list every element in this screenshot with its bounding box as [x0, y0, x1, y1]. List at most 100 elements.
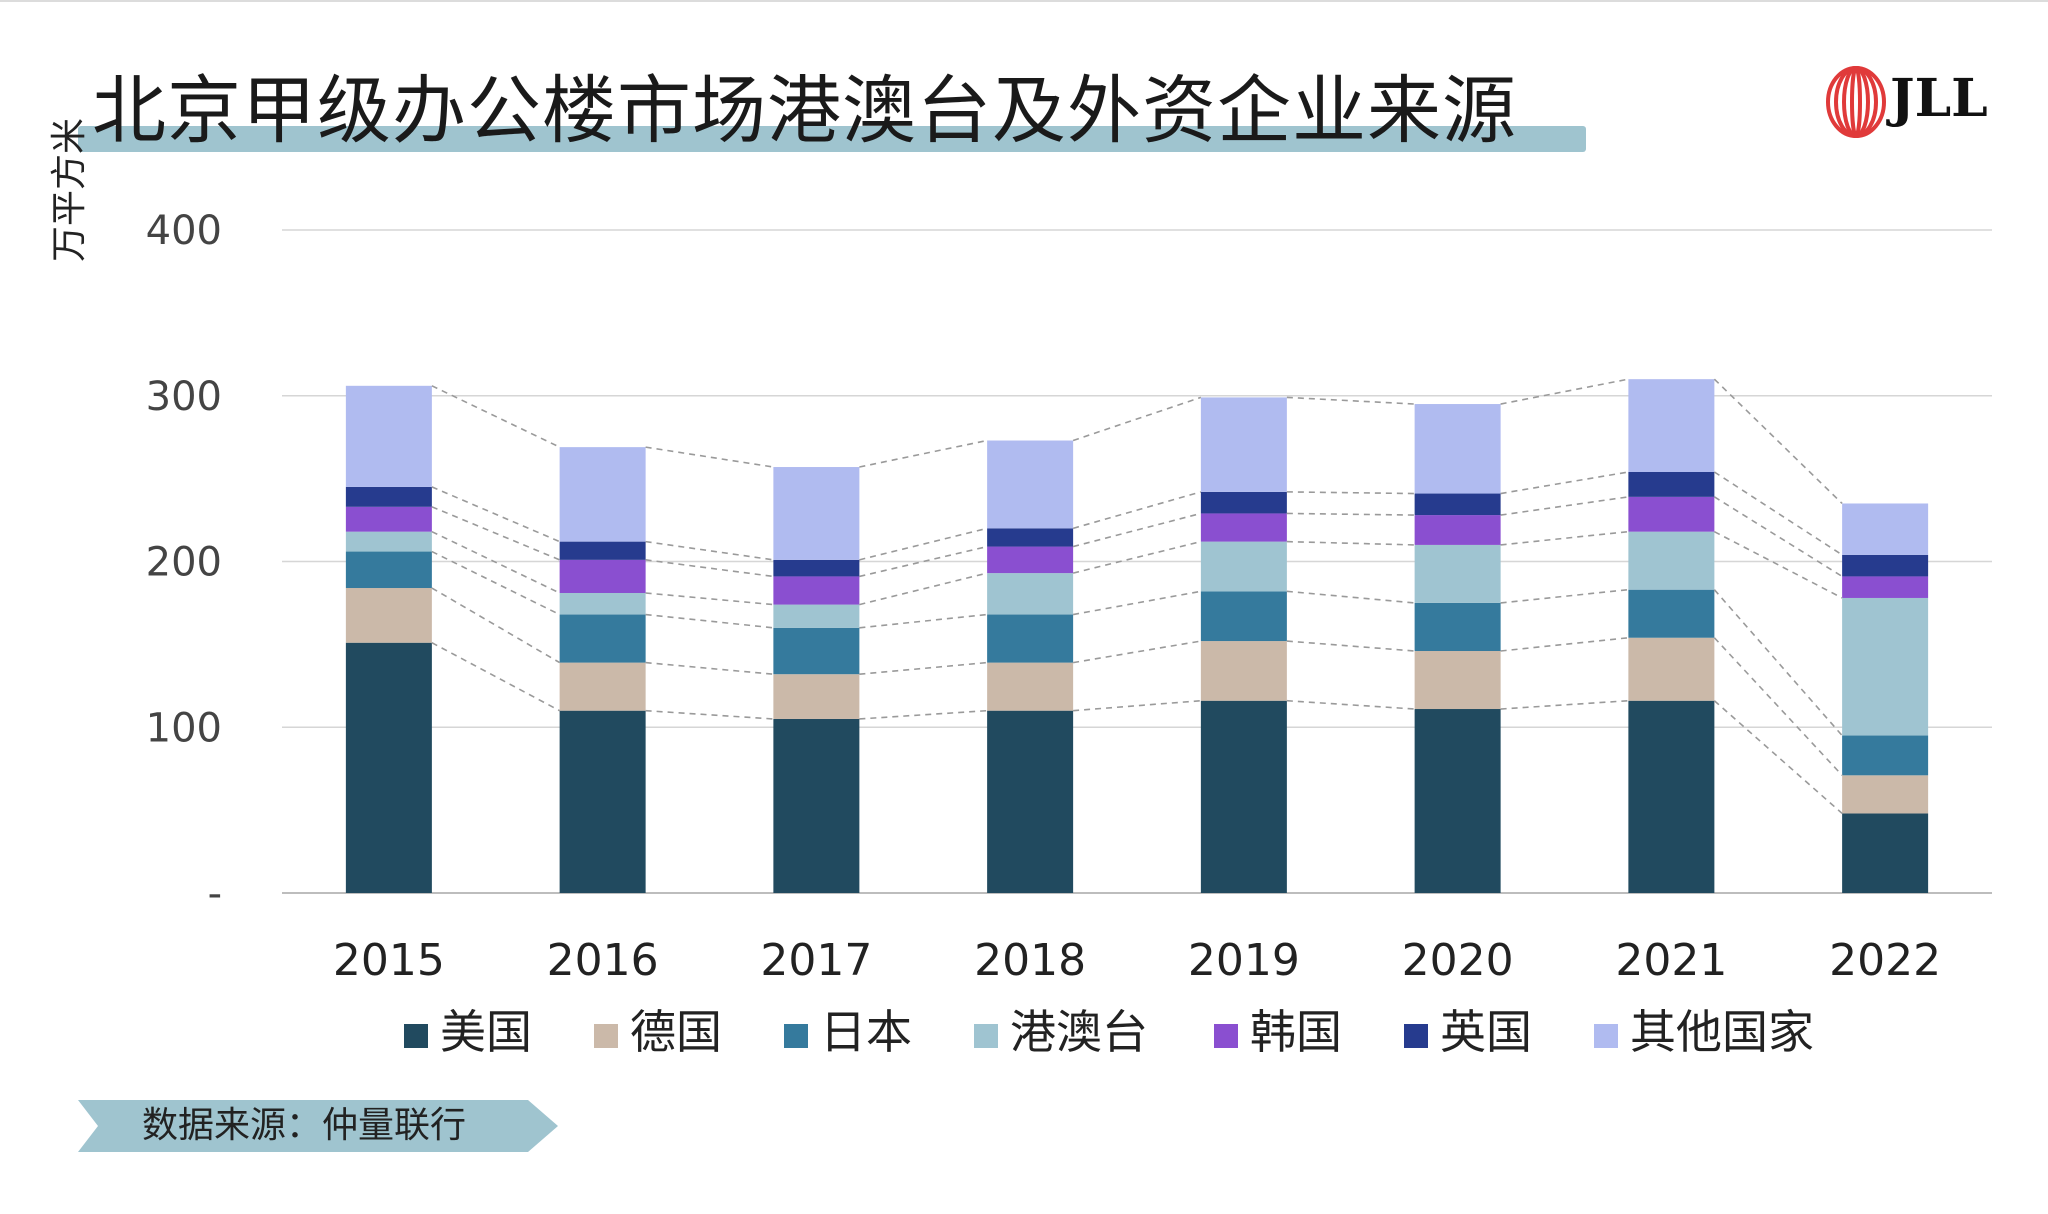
connector-line — [1073, 699, 1201, 712]
x-tick-label: 2016 — [547, 935, 659, 986]
connector-line — [1286, 640, 1415, 652]
source-note: 数据来源：仲量联行 — [142, 1105, 467, 1146]
connector-line — [859, 439, 988, 468]
bar-segment — [1414, 493, 1501, 516]
bar-segment — [987, 440, 1074, 529]
top-divider — [0, 0, 2048, 2]
bar-segment — [1628, 589, 1715, 638]
bar-segment — [1200, 641, 1287, 701]
connector-line — [1500, 496, 1629, 516]
connector-line — [1500, 588, 1629, 604]
bar-segment — [1414, 602, 1501, 652]
connector-line — [1072, 512, 1202, 548]
connector-line — [431, 642, 561, 712]
bar-segment — [1414, 515, 1501, 545]
title-underline-bar — [78, 126, 1586, 152]
connector-line — [1500, 699, 1629, 710]
bar-segment — [559, 447, 646, 542]
bar-segment — [773, 604, 860, 628]
bar-segment — [773, 467, 860, 560]
connector-line — [859, 572, 988, 606]
bar-segment — [987, 710, 1074, 893]
connector-line — [1286, 396, 1415, 405]
legend-label: 其他国家 — [1630, 1005, 1814, 1059]
legend-swatch — [974, 1024, 998, 1048]
legend-swatch — [1404, 1024, 1428, 1048]
bar-segment — [987, 614, 1074, 663]
y-tick-label: 400 — [146, 208, 222, 254]
bar-segment — [1628, 700, 1715, 893]
connector-line — [1713, 378, 1843, 505]
bar-segment — [559, 614, 646, 663]
legend-swatch — [1214, 1024, 1238, 1048]
connector-line — [645, 661, 774, 676]
connector-line — [645, 613, 774, 629]
bar-segment — [773, 674, 860, 719]
connector-line — [1286, 540, 1415, 546]
jll-logo-icon — [1826, 66, 1886, 138]
x-tick-label: 2020 — [1402, 935, 1514, 986]
bar-segment — [1842, 554, 1929, 577]
connector-line — [1072, 491, 1202, 530]
connector-line — [431, 486, 560, 543]
bar-segment — [1414, 404, 1501, 494]
y-tick-label: - — [208, 871, 222, 917]
bar-segment — [1200, 591, 1287, 642]
connector-line — [1500, 530, 1629, 546]
bar-segment — [345, 385, 432, 487]
bar-segment — [1200, 541, 1287, 592]
connector-line — [431, 506, 560, 561]
connector-line — [859, 613, 988, 629]
y-tick-label: 200 — [146, 540, 222, 586]
connector-line — [1713, 496, 1843, 578]
bar-segment — [345, 642, 432, 893]
connector-line — [859, 709, 988, 720]
bar-segment — [987, 662, 1074, 711]
y-tick-label: 300 — [146, 374, 222, 420]
connector-line — [1500, 378, 1629, 405]
legend-label: 韩国 — [1250, 1005, 1342, 1059]
connector-line — [859, 527, 988, 561]
jll-logo-text: JLL — [1890, 68, 1988, 129]
x-tick-label: 2019 — [1188, 935, 1300, 986]
connector-line — [1286, 512, 1415, 516]
connector-line — [645, 446, 774, 468]
connector-line — [1713, 700, 1843, 815]
bar-segment — [345, 551, 432, 589]
connector-line — [645, 540, 774, 561]
y-tick-label: 100 — [146, 705, 222, 751]
connector-line — [859, 661, 988, 676]
bar-segment — [1200, 700, 1287, 893]
legend-label: 英国 — [1440, 1005, 1532, 1059]
bar-segment — [987, 573, 1074, 615]
connector-line — [645, 592, 774, 606]
bar-segment — [345, 506, 432, 532]
page-title: 北京甲级办公楼市场港澳台及外资企业来源 — [92, 68, 1517, 154]
bar-segment — [987, 546, 1074, 574]
connector-line — [1286, 590, 1415, 604]
bar-segment — [1628, 471, 1715, 497]
bar-segment — [1842, 775, 1929, 814]
x-tick-label: 2021 — [1615, 935, 1727, 986]
connector-line — [1500, 636, 1629, 652]
connector-line — [1714, 530, 1843, 599]
x-tick-label: 2017 — [760, 935, 872, 986]
connector-line — [1713, 589, 1843, 737]
bar-segment — [559, 710, 646, 893]
legend-label: 日本 — [820, 1005, 912, 1059]
bar-segment — [1628, 496, 1715, 532]
x-tick-label: 2018 — [974, 935, 1086, 986]
legend-label: 德国 — [630, 1005, 722, 1059]
connector-line — [431, 385, 560, 448]
bar-segment — [1628, 531, 1715, 590]
connector-line — [1072, 640, 1202, 664]
legend-swatch — [404, 1024, 428, 1048]
connector-line — [1072, 590, 1202, 616]
connector-line — [645, 559, 774, 578]
bar-segment — [345, 486, 432, 507]
bar-segment — [559, 559, 646, 593]
connector-line — [1072, 396, 1202, 442]
bar-segment — [1842, 597, 1929, 736]
bar-segment — [1842, 503, 1929, 555]
